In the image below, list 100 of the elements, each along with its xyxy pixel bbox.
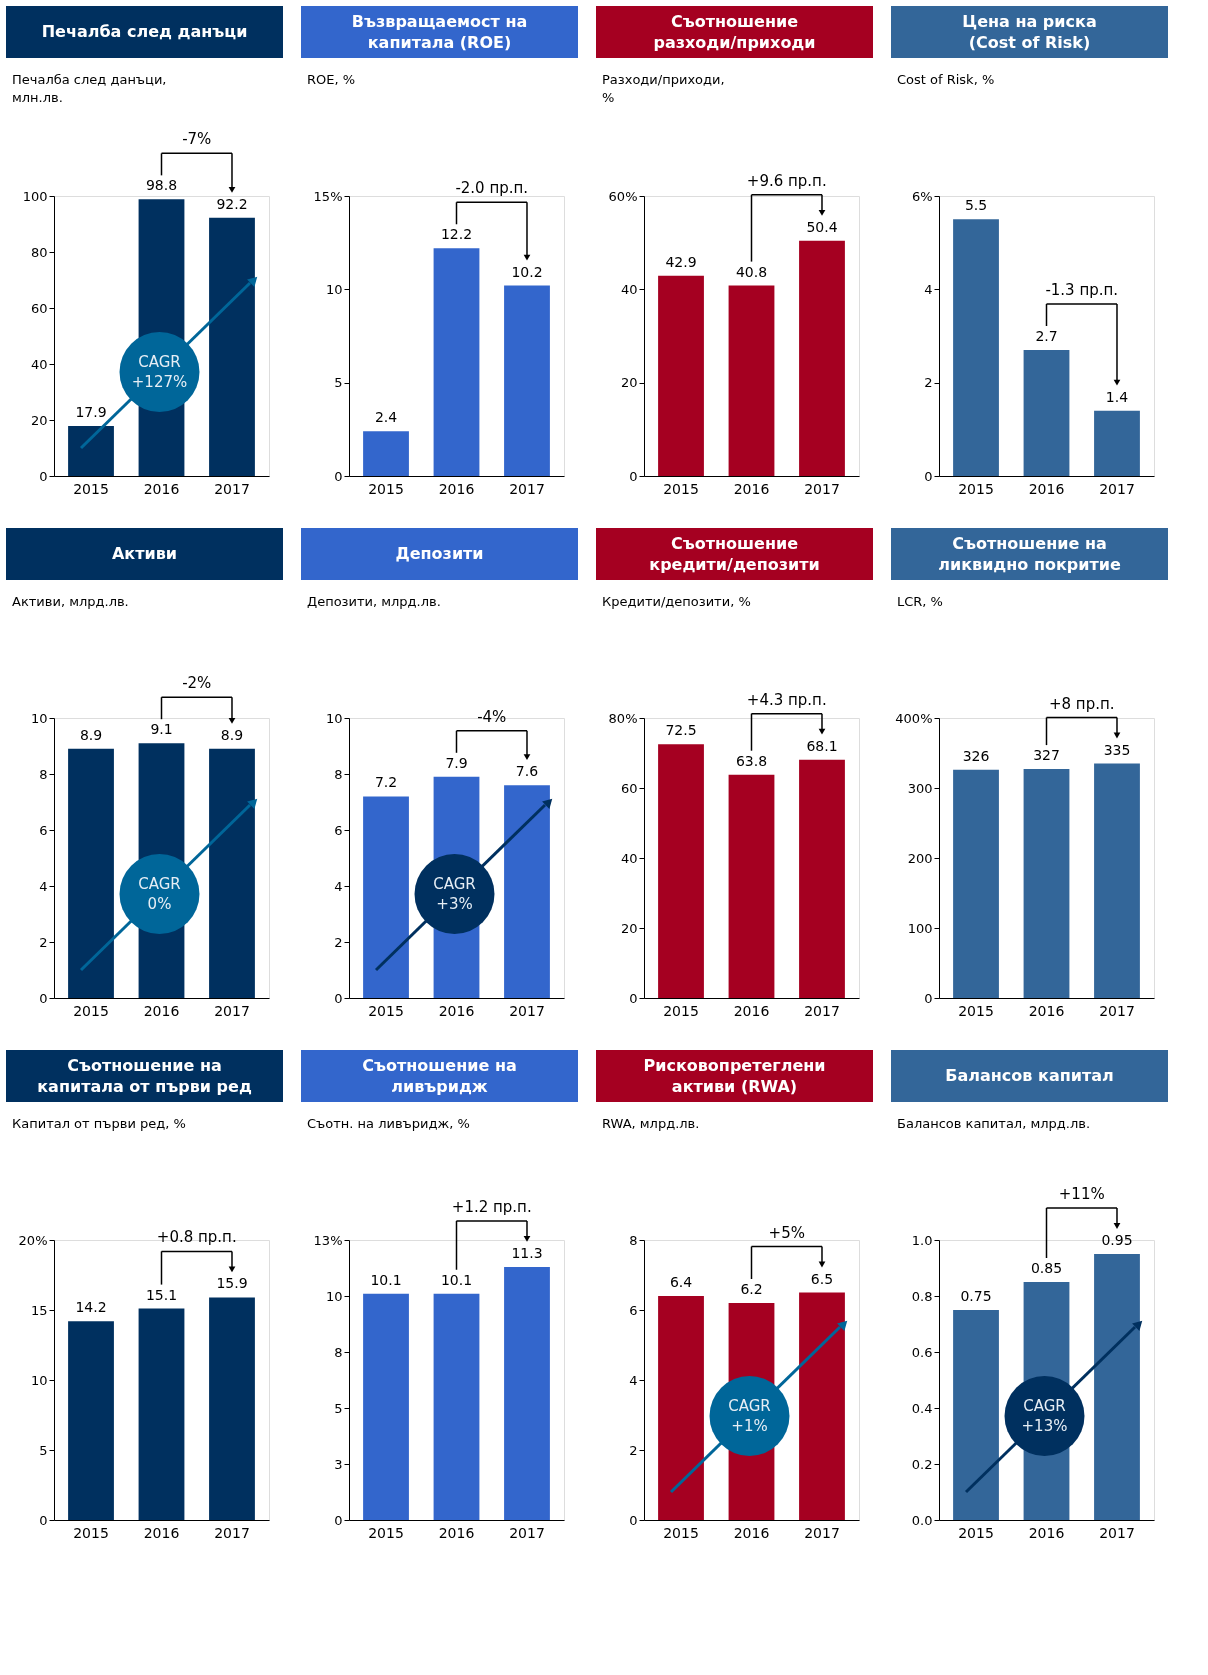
y-axis-title: Депозити, млрд.лв. (307, 594, 441, 609)
bar (658, 744, 704, 998)
x-tick-label: 2015 (958, 1524, 994, 1541)
y-tick-label: 2 (924, 375, 933, 391)
annotation: CAGR +3% (433, 875, 476, 913)
y-tick-label: 6 (629, 1302, 638, 1318)
bar (433, 248, 480, 476)
y-tick-label: 40 (620, 850, 638, 866)
data-label: 42.9 (665, 253, 697, 270)
y-tick-label: 5 (334, 375, 343, 391)
data-label: 50.4 (806, 218, 838, 235)
data-label: 15.9 (216, 1275, 248, 1292)
annotation: -2.0 пр.п. (455, 179, 529, 198)
x-tick-label: 2015 (663, 1524, 699, 1541)
y-tick-label: 300 (907, 780, 933, 796)
y-tick-label: 4 (334, 878, 343, 894)
data-label: 1.4 (1105, 388, 1129, 405)
y-tick-label: 0.8 (911, 1288, 933, 1304)
y-tick-label: 2 (629, 1442, 638, 1458)
y-tick-label: 200 (907, 850, 933, 866)
bar (799, 240, 845, 476)
text: +1.2 пр.п. (451, 1197, 532, 1216)
x-tick-label: 2015 (663, 480, 699, 497)
chart-title: Активи (111, 544, 178, 563)
chart-title: Балансов капитал (945, 1066, 1114, 1085)
y-tick-label: 10 (325, 1288, 343, 1304)
data-label: 8.9 (220, 726, 244, 743)
y-tick-label: 15 (30, 1302, 48, 1318)
data-label: 92.2 (216, 195, 248, 212)
y-tick-label: 40 (620, 281, 638, 297)
y-tick-label: 8 (629, 1232, 638, 1248)
bar (68, 425, 114, 476)
x-tick-label: 2015 (663, 1002, 699, 1019)
bar (1023, 769, 1070, 998)
y-axis-title: Разходи/приходи, % (602, 72, 725, 105)
bar (953, 219, 999, 476)
y-tick-label: 0 (924, 990, 933, 1006)
data-label: 327 (1033, 747, 1060, 764)
x-tick-label: 2016 (733, 480, 770, 497)
data-label: 6.5 (810, 1270, 834, 1287)
y-axis-title: Съотн. на ливъридж, % (307, 1116, 470, 1131)
bar (1094, 1254, 1140, 1520)
y-tick-label: 40 (30, 356, 48, 372)
bar (68, 1321, 114, 1520)
data-label: 98.8 (145, 177, 178, 194)
x-tick-label: 2017 (509, 1524, 545, 1541)
y-axis-title: Cost of Risk, % (897, 72, 995, 87)
y-tick-label: 15% (313, 188, 343, 204)
chart-title: Депозити (395, 544, 484, 563)
y-axis-title: Печалба след данъци, млн.лв. (12, 72, 167, 105)
y-tick-label: 4 (629, 1372, 638, 1388)
y-tick-label: 8 (334, 766, 343, 782)
x-tick-label: 2016 (1028, 1524, 1065, 1541)
x-tick-label: 2015 (73, 1002, 109, 1019)
chart-title: Възвращаемост на капитала (ROE) (351, 11, 528, 52)
x-tick-label: 2017 (509, 1002, 545, 1019)
data-label: 68.1 (806, 737, 838, 754)
y-axis-title: Балансов капитал, млрд.лв. (897, 1116, 1091, 1131)
data-label: 15.1 (145, 1286, 178, 1303)
x-tick-label: 2015 (73, 1524, 109, 1541)
x-tick-label: 2017 (214, 1002, 250, 1019)
y-tick-label: 0 (629, 1512, 638, 1528)
y-tick-label: 10 (30, 1372, 48, 1388)
x-tick-label: 2017 (1099, 1002, 1135, 1019)
y-tick-label: 60% (608, 188, 638, 204)
y-tick-label: 10 (30, 710, 48, 726)
data-label: 0.85 (1030, 1260, 1063, 1276)
data-label: 10.2 (511, 263, 543, 280)
bar (953, 769, 999, 998)
bar (728, 285, 775, 476)
y-tick-label: 0 (39, 468, 48, 484)
y-tick-label: 2 (334, 934, 343, 950)
chart-title: Печалба след данъци (41, 22, 248, 41)
y-tick-label: 0.2 (911, 1456, 933, 1472)
y-tick-label: 10 (325, 710, 343, 726)
data-label: 8.9 (79, 726, 103, 743)
chart-title: Съотношение на капитала от първи ред (37, 1055, 252, 1096)
data-label: 9.1 (150, 721, 173, 738)
x-tick-label: 2017 (214, 1524, 250, 1541)
y-tick-label: 20% (18, 1232, 48, 1248)
data-label: 326 (962, 747, 990, 764)
x-tick-label: 2015 (368, 1524, 404, 1541)
y-tick-label: 0.4 (911, 1400, 933, 1416)
x-tick-label: 2017 (1099, 1524, 1135, 1541)
x-tick-label: 2016 (143, 480, 180, 497)
bar (728, 774, 775, 998)
y-tick-label: 20 (620, 920, 638, 936)
data-label: 335 (1103, 741, 1131, 758)
data-label: 7.9 (445, 754, 468, 771)
x-tick-label: 2017 (1099, 480, 1135, 497)
y-tick-label: 400% (895, 710, 933, 726)
y-axis-title: Кредити/депозити, % (602, 594, 751, 609)
x-tick-label: 2015 (958, 1002, 994, 1019)
y-axis-title: Капитал от първи ред, % (12, 1116, 186, 1131)
x-tick-label: 2017 (804, 1002, 840, 1019)
y-tick-label: 2 (39, 934, 48, 950)
x-tick-label: 2015 (368, 1002, 404, 1019)
data-label: 14.2 (75, 1299, 107, 1316)
x-tick-label: 2016 (438, 1002, 475, 1019)
annotation: -1.3 пр.п. (1045, 281, 1119, 299)
